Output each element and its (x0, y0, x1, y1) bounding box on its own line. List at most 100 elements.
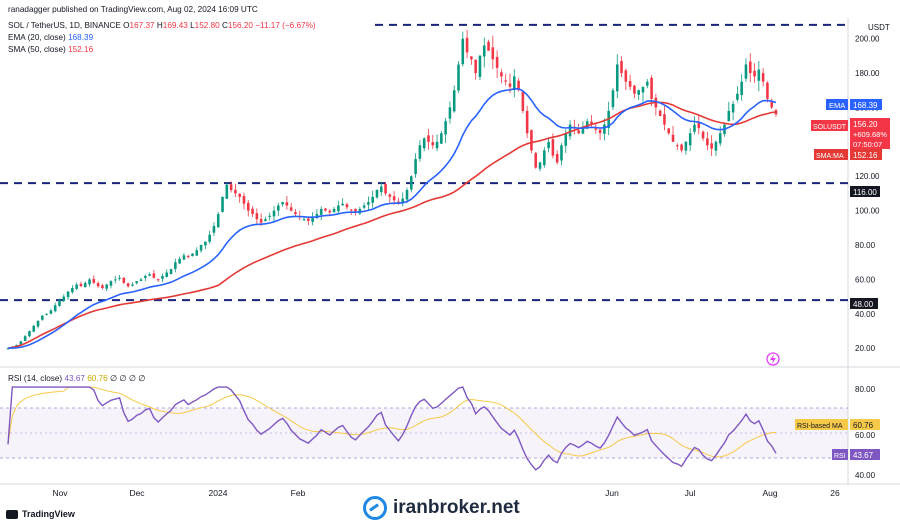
candle (603, 118, 606, 141)
svg-text:116.00: 116.00 (853, 188, 877, 197)
level-tag-116: 116.00 (850, 186, 880, 197)
rsi-legend[interactable]: RSI (14, close) 43.67 60.76 ∅ ∅ ∅ ∅ (8, 374, 145, 384)
sma-legend-label: SMA (50, close) (8, 45, 66, 54)
svg-text:156.20: 156.20 (853, 120, 878, 129)
price-tick: 120.00 (855, 172, 880, 181)
svg-text:SOLUSDT: SOLUSDT (813, 124, 847, 131)
candle (41, 315, 44, 321)
candle (495, 50, 499, 78)
ema-tag: EMA 168.39 (826, 99, 882, 110)
candle (512, 69, 516, 98)
candle (714, 140, 718, 157)
candle (731, 100, 735, 121)
candle (379, 181, 383, 197)
candle (246, 199, 250, 217)
candle (75, 282, 78, 291)
sma-legend-value: 152.16 (68, 45, 94, 54)
rsi-tick-40: 40.00 (855, 471, 876, 480)
candle (302, 217, 306, 221)
candle (174, 258, 177, 273)
svg-text:152.16: 152.16 (853, 151, 878, 160)
svg-text:48.00: 48.00 (853, 300, 874, 309)
candle (470, 56, 473, 65)
candle (560, 143, 563, 166)
candle (92, 275, 96, 285)
candle (658, 109, 662, 117)
candle (118, 274, 121, 281)
symbol-legend[interactable]: SOL / TetherUS, 1D, BINANCE O167.37 H169… (8, 21, 316, 31)
ema-line (7, 87, 777, 349)
sma-legend[interactable]: SMA (50, close) 152.16 (8, 45, 93, 55)
candle (79, 281, 83, 287)
candle (744, 58, 748, 82)
candle (491, 35, 495, 69)
candle (753, 63, 756, 83)
tradingview-logo[interactable]: TradingView (6, 509, 75, 519)
candle (221, 196, 224, 213)
price-tick: 20.00 (855, 344, 876, 353)
candle (748, 53, 752, 83)
low-label: L (190, 21, 195, 30)
candle (165, 269, 169, 278)
candle (620, 56, 623, 78)
candle (341, 198, 344, 206)
candles (6, 29, 778, 350)
candle (101, 283, 104, 290)
candle (448, 101, 452, 124)
time-label: Jul (685, 488, 696, 498)
candle (161, 273, 164, 282)
candle (615, 54, 619, 99)
candle (418, 140, 422, 162)
candle (88, 277, 91, 287)
time-label: Jun (605, 488, 619, 498)
alert-lightning-icon[interactable] (766, 352, 780, 366)
candle (45, 313, 48, 316)
price-tick: 60.00 (855, 275, 876, 284)
tradingview-logo-text: TradingView (22, 509, 75, 519)
candle (328, 209, 332, 215)
candle (229, 181, 233, 193)
sma-line (7, 101, 777, 349)
price-tick: 100.00 (855, 207, 880, 216)
price-tick: 180.00 (855, 69, 880, 78)
candle (405, 187, 409, 204)
candle (598, 129, 602, 141)
candle (671, 126, 675, 142)
candle (706, 131, 709, 151)
candle (139, 277, 143, 282)
candle (182, 253, 186, 260)
candle (36, 320, 40, 329)
candle (663, 105, 666, 131)
publisher-text: ranadagger published on TradingView.com,… (8, 5, 258, 14)
candle (131, 282, 134, 287)
candle (736, 85, 739, 102)
candle (234, 183, 237, 197)
time-axis-labels: Nov Dec 2024 Feb Jun Jul Aug 26 (52, 488, 840, 498)
open-label: O (123, 21, 130, 30)
time-label: 26 (830, 488, 840, 498)
rsi-legend-label: RSI (14, close) (8, 374, 63, 383)
candle (435, 134, 439, 152)
candle (371, 190, 374, 208)
candle (427, 128, 430, 150)
change-value: −11.17 (−6.67%) (255, 21, 316, 30)
rsi-tick-60: 60.00 (855, 431, 876, 440)
candle (688, 128, 692, 152)
candle (757, 60, 761, 92)
watermark: iranbroker.net (363, 496, 520, 520)
candle (521, 91, 525, 114)
close-label: C (221, 21, 228, 30)
candle (212, 222, 216, 237)
candle (645, 79, 649, 89)
candle (358, 206, 362, 215)
candle (624, 68, 628, 91)
candle (410, 175, 413, 193)
candle (225, 182, 229, 199)
candle (345, 202, 349, 210)
close-value: 156.20 (227, 21, 253, 30)
rsi-line (7, 386, 777, 471)
candle (277, 202, 280, 216)
candle (701, 130, 705, 142)
ema-legend[interactable]: EMA (20, close) 168.39 (8, 33, 93, 43)
candle (384, 182, 387, 196)
